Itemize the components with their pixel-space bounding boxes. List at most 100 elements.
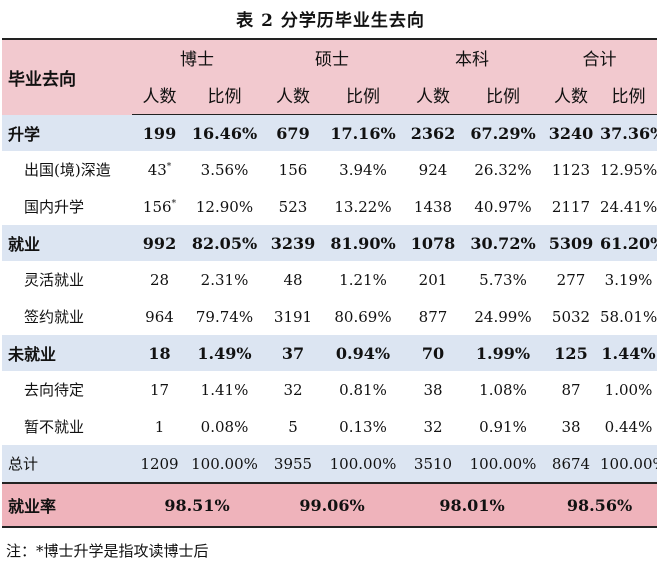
table-row: 国内升学 156* 12.90% 523 13.22% 1438 40.97% 2117 24.… (2, 188, 657, 225)
row-label: 灵活就业 (2, 261, 132, 298)
count-cell: 32 (262, 371, 324, 408)
ratio-cell: 80.69% (324, 298, 402, 335)
count-cell: 156* (132, 188, 187, 225)
count-cell: 28 (132, 261, 187, 298)
employment-rate-total: 98.56% (542, 482, 657, 528)
count-value: 156 (142, 197, 172, 216)
ratio-header: 比例 (187, 75, 262, 115)
ratio-cell: 16.46% (187, 114, 262, 151)
count-cell: 1 (132, 408, 187, 445)
count-cell: 38 (542, 408, 600, 445)
employment-rate-phd: 98.51% (132, 482, 262, 528)
ratio-cell: 5.73% (464, 261, 542, 298)
table-row: 签约就业 964 79.74% 3191 80.69% 877 24.99% 5032 58.0… (2, 298, 657, 335)
footnote: 注：*博士升学是指攻读博士后 (6, 542, 209, 560)
count-cell: 3191 (262, 298, 324, 335)
count-cell: 5032 (542, 298, 600, 335)
count-cell: 8674 (542, 445, 600, 483)
ratio-cell: 0.44% (600, 408, 657, 445)
footnote-mark: * (166, 161, 172, 172)
ratio-header: 比例 (600, 75, 657, 115)
category-row: 就业 992 82.05% 3239 81.90% 1078 30.72% 5309 61.20… (2, 225, 657, 261)
count-cell: 3240 (542, 114, 600, 151)
ratio-cell: 100.00% (324, 445, 402, 483)
header-row-subcolumns: 人数 比例 人数 比例 人数 比例 人数 比例 (2, 75, 657, 115)
ratio-cell: 67.29% (464, 114, 542, 151)
count-cell: 1123 (542, 151, 600, 188)
table-row: 灵活就业 28 2.31% 48 1.21% 201 5.73% 277 3.19% (2, 261, 657, 298)
row-label: 升学 (2, 114, 132, 151)
ratio-cell: 3.94% (324, 151, 402, 188)
ratio-cell: 1.49% (187, 335, 262, 371)
ratio-cell: 100.00% (600, 445, 657, 483)
row-label: 出国(境)深造 (2, 151, 132, 188)
count-cell: 5 (262, 408, 324, 445)
header-row-groups: 毕业去向 博士 硕士 本科 合计 (2, 38, 657, 115)
category-row: 未就业 18 1.49% 37 0.94% 70 1.99% 125 1.44% (2, 335, 657, 371)
ratio-cell: 37.36% (600, 114, 657, 151)
ratio-cell: 1.44% (600, 335, 657, 371)
count-cell: 964 (132, 298, 187, 335)
ratio-cell: 81.90% (324, 225, 402, 261)
count-cell: 32 (402, 408, 464, 445)
ratio-cell: 58.01% (600, 298, 657, 335)
row-label: 暂不就业 (2, 408, 132, 445)
row-label: 未就业 (2, 335, 132, 371)
ratio-cell: 26.32% (464, 151, 542, 188)
count-cell: 17 (132, 371, 187, 408)
ratio-cell: 12.90% (187, 188, 262, 225)
count-cell: 156 (262, 151, 324, 188)
ratio-cell: 3.56% (187, 151, 262, 188)
count-cell: 992 (132, 225, 187, 261)
row-label-header: 毕业去向 (2, 38, 132, 115)
count-cell: 3239 (262, 225, 324, 261)
count-cell: 877 (402, 298, 464, 335)
count-cell: 3955 (262, 445, 324, 483)
ratio-cell: 0.13% (324, 408, 402, 445)
count-cell: 1209 (132, 445, 187, 483)
count-cell: 2362 (402, 114, 464, 151)
table-row: 出国(境)深造 43* 3.56% 156 3.94% 924 26.32% 1123 12.9… (2, 151, 657, 188)
ratio-cell: 100.00% (187, 445, 262, 483)
count-cell: 277 (542, 261, 600, 298)
count-cell: 2117 (542, 188, 600, 225)
graduate-destination-table: 毕业去向 博士 硕士 本科 合计 人数 比例 人数 比例 人数 比例 人数 比例… (2, 38, 657, 528)
ratio-cell: 79.74% (187, 298, 262, 335)
ratio-cell: 17.16% (324, 114, 402, 151)
count-value: 43 (147, 160, 167, 179)
count-cell: 3510 (402, 445, 464, 483)
ratio-header: 比例 (324, 75, 402, 115)
count-cell: 5309 (542, 225, 600, 261)
count-cell: 48 (262, 261, 324, 298)
ratio-cell: 24.99% (464, 298, 542, 335)
count-cell: 679 (262, 114, 324, 151)
ratio-cell: 13.22% (324, 188, 402, 225)
count-cell: 87 (542, 371, 600, 408)
employment-rate-bachelor: 98.01% (402, 482, 542, 528)
row-label: 就业 (2, 225, 132, 261)
row-label: 国内升学 (2, 188, 132, 225)
table-title: 表 2 分学历毕业生去向 (236, 11, 425, 31)
table-row: 暂不就业 1 0.08% 5 0.13% 32 0.91% 38 0.44% (2, 408, 657, 445)
employment-rate-master: 99.06% (262, 482, 402, 528)
ratio-cell: 0.94% (324, 335, 402, 371)
ratio-cell: 1.21% (324, 261, 402, 298)
count-header: 人数 (262, 75, 324, 115)
group-header-phd: 博士 (132, 38, 262, 75)
ratio-cell: 1.08% (464, 371, 542, 408)
count-cell: 38 (402, 371, 464, 408)
ratio-cell: 12.95% (600, 151, 657, 188)
row-label: 去向待定 (2, 371, 132, 408)
ratio-cell: 100.00% (464, 445, 542, 483)
count-cell: 18 (132, 335, 187, 371)
count-cell: 70 (402, 335, 464, 371)
count-cell: 1078 (402, 225, 464, 261)
group-header-total: 合计 (542, 38, 657, 75)
ratio-header: 比例 (464, 75, 542, 115)
count-cell: 523 (262, 188, 324, 225)
ratio-cell: 2.31% (187, 261, 262, 298)
ratio-cell: 82.05% (187, 225, 262, 261)
count-header: 人数 (132, 75, 187, 115)
